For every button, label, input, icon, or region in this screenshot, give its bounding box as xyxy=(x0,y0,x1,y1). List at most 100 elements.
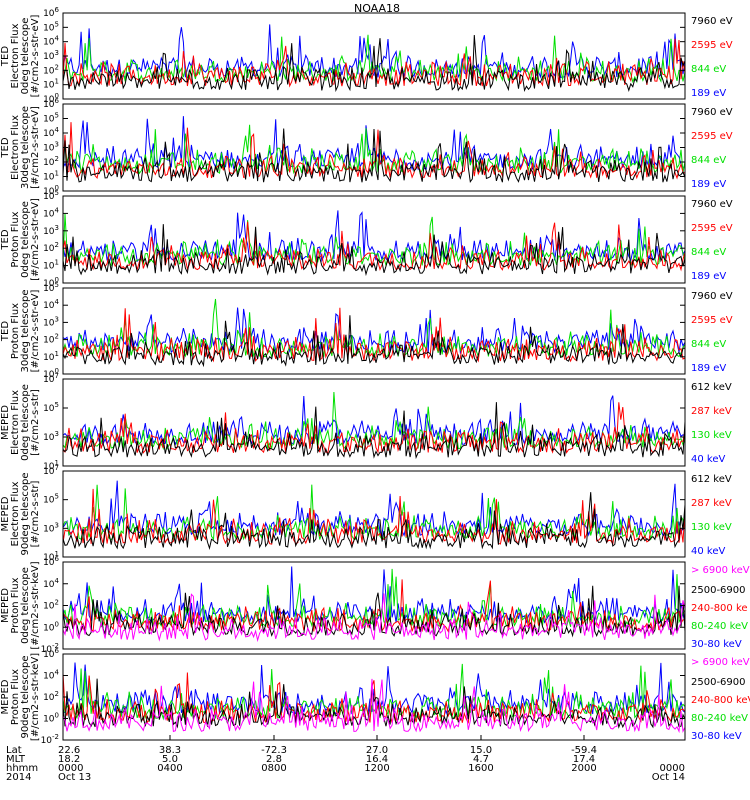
plot-frame xyxy=(62,378,686,467)
series-line-2 xyxy=(63,678,685,729)
x-axis-tick-label: 18.2 xyxy=(58,754,80,765)
y-tick-label: 103 xyxy=(43,141,59,154)
y-tick-label: 101 xyxy=(43,350,59,363)
y-tick-label: 107 xyxy=(43,372,59,385)
y-tick-label: 100 xyxy=(43,92,59,105)
y-tick-label: 106 xyxy=(43,555,59,568)
legend-entry: 844 eV xyxy=(691,64,726,75)
y-tick-label: 100 xyxy=(43,367,59,380)
legend-entry: 2595 eV xyxy=(691,315,733,326)
y-tick-label: 104 xyxy=(43,35,59,48)
x-row-label: MLT xyxy=(6,754,26,765)
y-tick-label: 103 xyxy=(43,224,59,237)
legend-entry: 7960 eV xyxy=(691,291,733,302)
y-tick-label: 105 xyxy=(43,112,59,125)
y-axis-label-line: 90deg telescope xyxy=(20,472,31,555)
y-tick-label: 107 xyxy=(43,464,59,477)
x-axis-tick-label: 0800 xyxy=(261,763,286,774)
y-axis-label-line: TED xyxy=(0,46,11,67)
x-axis-tick-label: Oct 14 xyxy=(652,772,685,783)
y-tick-label: 103 xyxy=(43,315,59,328)
legend-entry: 2595 eV xyxy=(691,131,733,142)
y-axis-label-line: Electron Flux xyxy=(10,390,21,455)
y-tick-label: 105 xyxy=(43,189,59,202)
legend-entry: 2595 eV xyxy=(691,223,733,234)
y-axis-label: TEDProton Flux0deg telescope[#/cm2-s-str… xyxy=(0,198,41,281)
y-tick-label: 100 xyxy=(43,276,59,289)
series-line-1 xyxy=(63,402,685,460)
legend-entry: 287 keV xyxy=(691,498,732,509)
series-line-2 xyxy=(63,402,685,454)
y-tick-label: 10-2 xyxy=(41,733,59,746)
series-line-3 xyxy=(63,579,685,633)
y-tick-label: 101 xyxy=(43,259,59,272)
legend-entry: 844 eV xyxy=(691,339,726,350)
legend-entry: 30-80 keV xyxy=(691,731,742,742)
legend-entry: 130 keV xyxy=(691,430,732,441)
legend-entry: 30-80 keV xyxy=(691,639,742,650)
legend-entry: 2500-6900 xyxy=(691,585,746,596)
legend-entry: 189 eV xyxy=(691,271,726,282)
y-axis-label-line: 0deg telescope xyxy=(20,567,31,644)
plot-frame xyxy=(62,287,686,375)
y-tick-label: 102 xyxy=(43,690,59,703)
y-axis-label-line: 30deg telescope xyxy=(20,106,31,189)
y-axis-label-line: MEPED xyxy=(0,405,11,440)
legend-entry: > 6900 keV xyxy=(691,565,750,576)
y-tick-label: 101 xyxy=(43,550,59,563)
x-axis-tick-label: 1600 xyxy=(468,763,493,774)
y-axis-label-line: 90deg telescope xyxy=(20,655,31,738)
y-axis-label-line: TED xyxy=(0,137,11,158)
y-axis-label-line: [#/cm2-s-str-keV] xyxy=(30,653,41,741)
x-axis-tick-label: 0000 xyxy=(660,763,685,774)
y-axis-label-line: MEPED xyxy=(0,496,11,531)
series-line-2 xyxy=(63,585,685,638)
x-axis-tick-label: 1200 xyxy=(364,763,389,774)
y-axis-label-line: [#/cm2-s-str-keV] xyxy=(30,561,41,649)
y-tick-label: 100 xyxy=(43,184,59,197)
legend-entry: 80-240 keV xyxy=(691,713,748,724)
series-line-1 xyxy=(63,593,685,643)
x-axis-tick-label: 17.4 xyxy=(573,754,595,765)
y-tick-label: 106 xyxy=(43,647,59,660)
x-axis-tick-label: 0400 xyxy=(157,763,182,774)
y-tick-label: 104 xyxy=(43,206,59,219)
x-axis-tick-label: 22.6 xyxy=(58,745,80,756)
x-row-label: Lat xyxy=(6,745,22,756)
series-line-1 xyxy=(63,315,685,368)
y-tick-label: 103 xyxy=(43,430,59,443)
legend-entry: 2500-6900 xyxy=(691,677,746,688)
y-axis-label-line: Electron Flux xyxy=(10,115,21,180)
legend-entry: 189 eV xyxy=(691,363,726,374)
y-tick-label: 106 xyxy=(43,97,59,110)
y-tick-label: 104 xyxy=(43,126,59,139)
series-line-2 xyxy=(63,488,685,546)
y-tick-label: 104 xyxy=(43,669,59,682)
x-axis-tick-label: 15.0 xyxy=(470,745,492,756)
y-tick-label: 102 xyxy=(43,63,59,76)
x-axis-tick-label: -72.3 xyxy=(261,745,287,756)
y-axis-label-line: [#/cm2-s-str-eV] xyxy=(30,290,41,373)
y-tick-label: 100 xyxy=(43,620,59,633)
series-line-2 xyxy=(63,38,685,88)
y-tick-label: 101 xyxy=(43,78,59,91)
y-tick-label: 106 xyxy=(43,6,59,19)
y-tick-label: 105 xyxy=(43,20,59,33)
y-axis-label-line: Proton Flux xyxy=(10,577,21,633)
y-axis-label-line: TED xyxy=(0,321,11,342)
y-tick-label: 105 xyxy=(43,281,59,294)
y-axis-label: MEPEDElectron Flux90deg telescope[#/cm2-… xyxy=(0,472,41,555)
series-line-3 xyxy=(63,672,685,725)
legend-entry: 844 eV xyxy=(691,155,726,166)
series-line-1 xyxy=(63,34,685,93)
y-axis-label: TEDElectron Flux30deg telescope[#/cm2-s-… xyxy=(0,106,41,189)
